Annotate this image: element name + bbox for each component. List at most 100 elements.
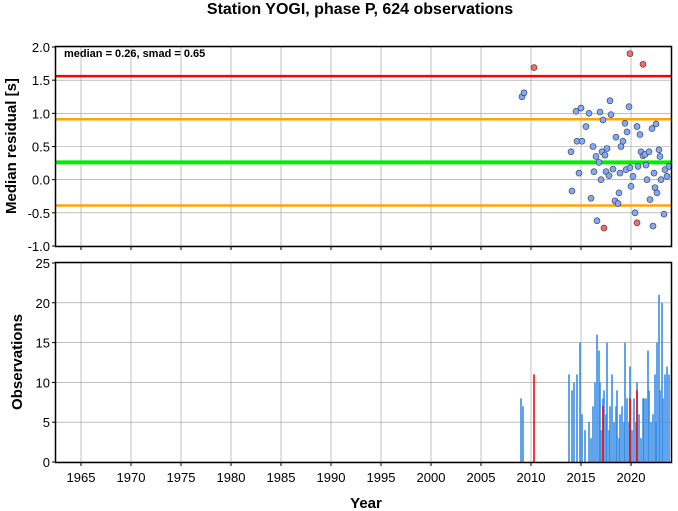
residual-point (634, 163, 642, 170)
observations-panel: 0 5 10 15 20 25 1965 1970 1975 1980 1985 1990 1995 2… (9, 256, 673, 511)
residual-point-outlier (530, 64, 538, 71)
observations-y-tick-label: 5 (43, 415, 50, 430)
residual-point (585, 110, 593, 117)
residual-point (625, 103, 633, 110)
residual-point (645, 148, 653, 156)
residual-point (520, 89, 528, 97)
residual-y-tick-label: -1.0 (28, 239, 50, 254)
residual-panel: median = 0.26, smad = 0.65 -1.0 -0.5 0.0 0.… (3, 40, 673, 254)
residual-point (614, 200, 622, 207)
residual-point (587, 194, 595, 202)
observation-bars (520, 294, 670, 462)
residual-point (612, 133, 620, 141)
residual-point (607, 111, 615, 118)
residual-y-tick-label: 0.0 (32, 173, 50, 188)
year-x-tick-label: 2015 (567, 470, 596, 485)
residual-y-ticks: -1.0 -0.5 0.0 0.5 1.0 1.5 2.0 (28, 40, 56, 254)
residual-grid (56, 46, 671, 250)
residual-point (582, 123, 590, 130)
residual-point (590, 168, 598, 176)
residual-points (518, 50, 673, 232)
residual-point (603, 145, 611, 152)
residual-y-tick-label: 2.0 (32, 40, 50, 55)
residual-point (599, 116, 607, 124)
residual-point (577, 104, 585, 112)
residual-point (609, 165, 617, 173)
residual-point (656, 153, 664, 160)
residual-point (626, 164, 634, 172)
year-x-tick-label: 1970 (117, 470, 146, 485)
residual-point (631, 209, 639, 217)
residual-point (657, 176, 665, 183)
residual-point (643, 176, 651, 183)
observations-grid (56, 262, 671, 463)
year-x-tick-label: 2020 (617, 470, 646, 485)
residual-point (652, 120, 660, 128)
residual-point (627, 183, 635, 190)
residual-point (596, 108, 604, 116)
year-x-ticks: 1965 1970 1975 1980 1985 1990 1995 2000 2005 2010… (67, 462, 646, 485)
observations-y-ticks: 0 5 10 15 20 25 (36, 256, 56, 470)
observations-y-tick-label: 15 (36, 336, 50, 351)
residual-point (605, 172, 613, 179)
residual-point (650, 169, 658, 177)
residual-point (621, 119, 629, 127)
residual-point-outlier (639, 60, 647, 68)
residual-point (642, 161, 650, 169)
residual-point (568, 187, 576, 195)
residual-point (636, 131, 644, 138)
year-x-tick-label: 1975 (167, 470, 196, 485)
residual-point (646, 196, 654, 203)
reference-lines (56, 74, 671, 207)
observations-y-tick-label: 20 (36, 296, 50, 311)
chart-title: Station YOGI, phase P, 624 observations (207, 1, 513, 18)
residual-point (629, 173, 637, 180)
year-x-tick-label: 1995 (367, 470, 396, 485)
year-x-tick-label: 1965 (67, 470, 96, 485)
year-x-tick-label: 1980 (217, 470, 246, 485)
year-x-tick-label: 2010 (517, 470, 546, 485)
observations-y-tick-label: 25 (36, 256, 50, 271)
observations-y-tick-label: 10 (36, 375, 50, 390)
residual-point-outlier (633, 219, 641, 227)
residual-point (623, 128, 631, 136)
residual-point (615, 189, 623, 197)
observations-frame (54, 261, 673, 464)
residual-point (601, 151, 609, 159)
year-x-tick-label: 1990 (317, 470, 346, 485)
stats-annotation: median = 0.26, smad = 0.65 (64, 48, 205, 60)
residual-point (595, 159, 603, 166)
residual-point (663, 173, 671, 180)
residual-point (619, 137, 627, 145)
residual-point (653, 189, 661, 197)
residual-point (589, 143, 597, 150)
residual-y-axis-label: Median residual [s] (3, 78, 20, 214)
year-x-tick-label: 2005 (467, 470, 496, 485)
residual-point (606, 97, 614, 105)
residual-point-outlier (626, 50, 634, 57)
residual-point (578, 137, 586, 145)
residual-point (648, 125, 656, 132)
residual-point (655, 146, 663, 154)
year-x-axis-label: Year (350, 495, 382, 511)
residual-point (592, 153, 600, 160)
residual-point (567, 148, 575, 156)
residual-point (616, 169, 624, 177)
residual-point (597, 176, 605, 183)
year-x-tick-label: 2000 (417, 470, 446, 485)
residual-point (633, 123, 641, 130)
year-x-tick-label: 1985 (267, 470, 296, 485)
residual-point (572, 108, 580, 115)
residual-point-outlier (600, 224, 608, 232)
residual-point (649, 222, 657, 230)
residual-point (593, 217, 601, 225)
residual-y-tick-label: 1.5 (32, 73, 50, 88)
residual-y-tick-label: 1.0 (32, 106, 50, 121)
observations-y-axis-label: Observations (9, 314, 26, 410)
residual-y-tick-label: 0.5 (32, 140, 50, 155)
residual-y-tick-label: -0.5 (28, 206, 50, 221)
residual-point (660, 210, 668, 218)
residual-point (575, 169, 583, 177)
observations-y-tick-label: 0 (43, 455, 50, 470)
